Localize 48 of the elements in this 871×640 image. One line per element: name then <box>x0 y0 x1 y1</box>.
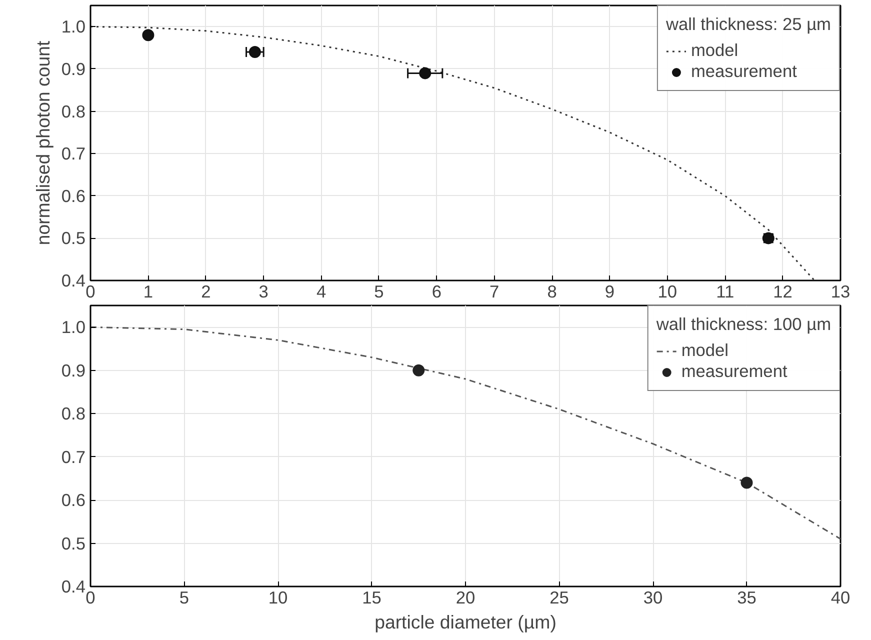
y-axis-title: normalised photon count <box>32 40 54 246</box>
x-tick-label: 13 <box>830 282 850 302</box>
y-tick-label: 1.0 <box>61 16 86 37</box>
x-tick-label: 7 <box>490 282 500 302</box>
x-tick-label: 35 <box>737 588 756 608</box>
y-tick-label: 0.4 <box>61 576 86 596</box>
x-tick-label: 20 <box>456 588 476 608</box>
legend-label: measurement <box>690 61 797 82</box>
x-tick-label: 25 <box>550 588 569 608</box>
x-tick-label: 0 <box>86 588 96 608</box>
x-tick-label: 1 <box>143 282 154 302</box>
x-tick-label: 6 <box>432 282 442 302</box>
x-tick-label: 4 <box>316 282 326 302</box>
y-tick-label: 0.9 <box>61 360 86 380</box>
point <box>419 67 432 80</box>
legend-label: measurement <box>681 361 788 382</box>
legend-title: wall thickness: 100 µm <box>656 314 831 335</box>
y-tick-label: 0.9 <box>61 58 86 79</box>
point <box>248 46 261 58</box>
y-tick-label: 0.8 <box>61 404 86 424</box>
y-tick-label: 0.6 <box>61 490 86 510</box>
x-tick-label: 3 <box>258 282 268 302</box>
x-tick-label: 40 <box>830 588 850 608</box>
x-axis-title: particle diameter (µm) <box>374 612 556 632</box>
legend-title: wall thickness: 25 µm <box>666 14 831 35</box>
y-tick-label: 0.4 <box>61 270 86 290</box>
x-tick-label: 5 <box>374 282 384 302</box>
x-tick-label: 11 <box>716 282 734 302</box>
x-tick-label: 15 <box>362 588 382 608</box>
x-tick-label: 8 <box>547 282 557 302</box>
y-tick-label: 0.6 <box>61 186 86 206</box>
x-tick-label: 0 <box>86 282 96 302</box>
y-tick-label: 0.7 <box>61 446 86 467</box>
y-tick-label: 0.7 <box>61 144 86 164</box>
x-tick-label: 10 <box>658 282 678 302</box>
x-tick-label: 2 <box>201 282 211 302</box>
y-tick-label: 0.8 <box>61 101 86 122</box>
y-tick-label: 0.5 <box>61 533 86 554</box>
x-tick-label: 10 <box>268 588 288 608</box>
legend-label: model <box>690 40 738 61</box>
y-tick-label: 1.0 <box>61 317 86 338</box>
y-tick-label: 0.5 <box>61 228 86 248</box>
x-tick-label: 5 <box>179 588 190 608</box>
x-tick-label: 30 <box>643 588 663 608</box>
point <box>142 29 154 42</box>
x-tick-label: 12 <box>773 282 792 302</box>
x-tick-label: 9 <box>604 282 615 302</box>
legend-label: model <box>681 340 729 361</box>
